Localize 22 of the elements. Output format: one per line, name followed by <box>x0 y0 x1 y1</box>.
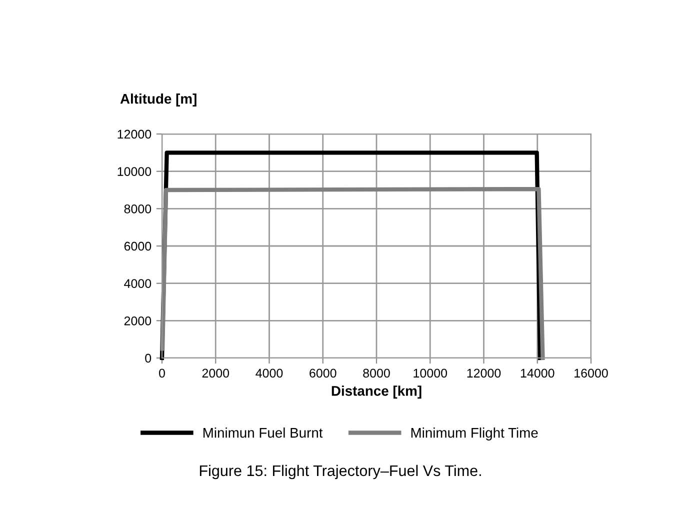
legend-label: Minimun Fuel Burnt <box>203 428 323 438</box>
y-tick-label: 10000 <box>118 167 152 176</box>
y-tick-label: 12000 <box>118 130 152 139</box>
x-tick-label: 8000 <box>363 368 390 378</box>
y-axis-title: Altitude [m] <box>120 94 196 106</box>
x-tick-label: 6000 <box>310 368 336 378</box>
caption: Figure 15: Flight Trajectory–Fuel Vs Time. <box>200 464 481 480</box>
line-series <box>160 186 545 360</box>
x-tick-label: 10000 <box>414 368 448 378</box>
x-tick-label: 0 <box>159 368 165 378</box>
x-tick-label: 14000 <box>520 368 554 378</box>
x-tick-label: 16000 <box>574 368 608 378</box>
x-tick-label: 12000 <box>467 368 501 378</box>
y-tick-label: 0 <box>145 354 152 363</box>
x-axis-title: Distance [km] <box>332 386 422 399</box>
x-tick-label: 4000 <box>256 368 283 378</box>
y-tick-label: 4000 <box>124 279 152 288</box>
y-tick-label: 8000 <box>124 204 152 214</box>
legend-label: Minimum Flight Time <box>411 428 538 440</box>
y-tick-label: 6000 <box>124 242 152 251</box>
x-tick-label: 2000 <box>202 368 230 378</box>
y-tick-label: 2000 <box>124 316 152 326</box>
